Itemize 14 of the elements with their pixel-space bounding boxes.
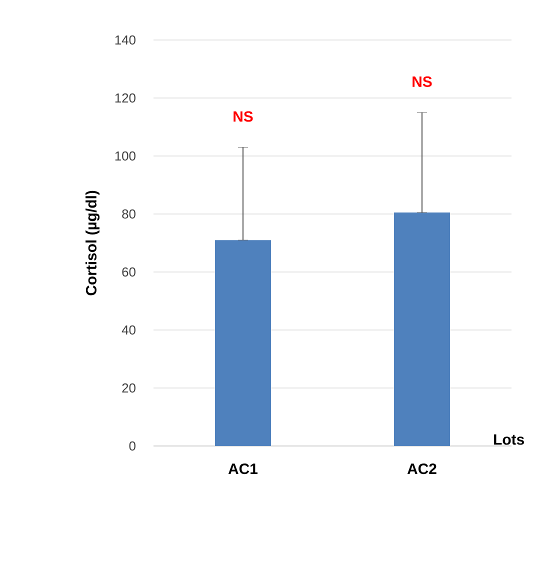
y-tick-label: 20 — [122, 383, 136, 393]
annotation: NS — [234, 111, 253, 122]
y-tick-label: 60 — [122, 267, 136, 277]
y-tick-label: 40 — [122, 325, 136, 335]
y-tick-label: 140 — [115, 35, 136, 45]
annotation: NS — [412, 76, 432, 87]
y-axis-title: Cortisol (µg/dl) — [86, 190, 100, 296]
y-tick-label: 0 — [129, 441, 136, 451]
x-tick-label: AC2 — [407, 464, 436, 474]
x-tick-label: AC1 — [228, 464, 258, 474]
y-tick-label: 80 — [122, 209, 136, 219]
x-axis-title: Lots — [494, 434, 524, 445]
y-tick-label: 120 — [115, 93, 136, 103]
y-tick-label: 100 — [115, 151, 136, 161]
